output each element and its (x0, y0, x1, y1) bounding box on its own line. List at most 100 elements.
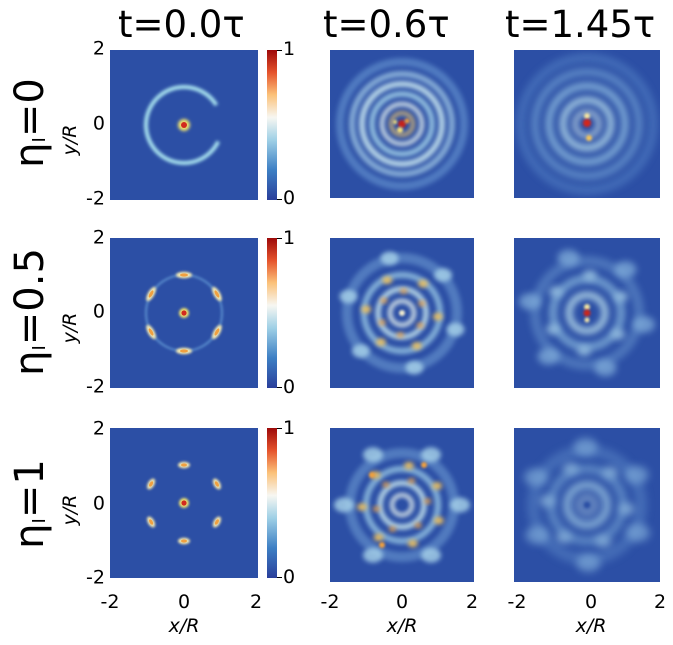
colorbar-1-tick-min (277, 387, 282, 388)
segment-core (181, 539, 187, 543)
segment-core (149, 519, 154, 525)
colorbar-2-tick-min (277, 577, 282, 578)
column-title-2: t=1.45τ (505, 3, 656, 46)
density-ring (390, 493, 414, 517)
plot-r0-c1 (336, 58, 468, 190)
density-spot (584, 113, 590, 119)
density-spot (398, 120, 406, 128)
colorbar-2-max-label: 1 (283, 417, 296, 439)
density-blob (594, 359, 617, 377)
density-ring (577, 495, 597, 515)
column-title-1: t=0.6τ (323, 3, 450, 46)
density-ring (336, 58, 468, 190)
x-tick-c1-right: 2 (465, 591, 479, 613)
segment-core (181, 463, 187, 467)
colorbar-0-max-label: 1 (283, 38, 296, 60)
density-spot (584, 317, 590, 323)
density-blob (537, 348, 560, 365)
density-spot (399, 310, 405, 316)
plot-r1-c0 (145, 271, 223, 355)
density-blob (396, 332, 404, 338)
density-blob (400, 288, 408, 294)
density-blob (421, 447, 441, 463)
y-tick-r2-bot: -2 (86, 566, 105, 589)
density-blob (382, 276, 393, 284)
density-blob (557, 249, 580, 267)
density-spot (421, 462, 427, 468)
density-blob (432, 482, 443, 490)
density-spot (404, 118, 410, 124)
x-axis-label-1: x/R (386, 615, 418, 637)
density-spot (379, 542, 385, 548)
density-blob (595, 535, 612, 548)
plot-r2-c2 (524, 438, 650, 572)
center-dot (181, 122, 187, 128)
density-blob (418, 280, 429, 288)
panel-r1-c2 (514, 238, 660, 388)
x-tick-c1-left: -2 (320, 591, 340, 613)
density-blob (524, 468, 549, 487)
density-blob (424, 498, 432, 504)
density-blob (414, 522, 422, 528)
segment-core (214, 481, 219, 487)
density-ring (380, 102, 424, 146)
density-blob (361, 305, 372, 314)
density-blob (382, 482, 390, 488)
density-blob (334, 497, 354, 513)
y-axis-label-1: y/R (59, 312, 81, 344)
x-tick-c1-mid: 0 (395, 591, 409, 613)
density-blob (411, 342, 422, 350)
density-blob (602, 466, 619, 479)
density-blob (421, 547, 441, 563)
row-label-0: ηI=0 (7, 78, 53, 168)
density-spot (584, 304, 590, 310)
colorbar-1-max-label: 1 (283, 227, 296, 249)
colorbar-0-min-label: 0 (283, 187, 296, 209)
x-axis-label-2: x/R (575, 615, 607, 637)
plot-r0-c0 (144, 85, 221, 165)
x-tick-c0-left: -2 (100, 591, 120, 613)
density-spot (369, 472, 375, 478)
density-ring (516, 53, 658, 195)
density-blob (450, 497, 470, 513)
density-blob (625, 523, 650, 542)
density-blob (577, 345, 592, 357)
colorbar-0-tick-min (277, 199, 282, 200)
density-spot (583, 309, 591, 317)
panel-r1-c1 (330, 238, 474, 388)
density-blob (555, 531, 572, 544)
y-tick-r1-mid: 0 (92, 300, 105, 323)
row-label-0-sub: I (29, 137, 50, 143)
colorbar-1-tick-max (277, 238, 282, 239)
row-label-1-value: =0.5 (7, 248, 53, 346)
density-blob (403, 461, 414, 470)
colorbar-1 (267, 238, 277, 388)
ring-arc (144, 85, 221, 165)
y-tick-r0-mid: 0 (92, 112, 105, 135)
density-blob (614, 291, 629, 302)
segment-core (214, 519, 219, 525)
density-blob (611, 329, 626, 340)
density-blob (519, 293, 542, 310)
density-ring (563, 481, 611, 529)
y-axis-label-0: y/R (59, 124, 81, 156)
colorbar-2-tick-max (277, 428, 282, 429)
x-tick-c2-left: -2 (507, 591, 527, 613)
x-tick-c2-mid: 0 (584, 591, 598, 613)
density-spot (397, 127, 403, 133)
density-blob (614, 261, 637, 278)
x-tick-c2-right: 2 (653, 591, 667, 613)
density-blob (363, 547, 383, 563)
density-ring (531, 68, 643, 180)
density-ring (359, 81, 445, 167)
colorbar-0 (267, 50, 277, 200)
segment-core (149, 481, 154, 487)
density-blob (380, 297, 388, 304)
density-blob (525, 526, 550, 545)
density-blob (372, 506, 380, 512)
density-blob (405, 360, 424, 375)
plot-r2-c1 (334, 447, 470, 563)
density-blob (378, 319, 386, 326)
y-tick-r1-bot: -2 (86, 375, 105, 398)
density-blob (582, 269, 597, 281)
